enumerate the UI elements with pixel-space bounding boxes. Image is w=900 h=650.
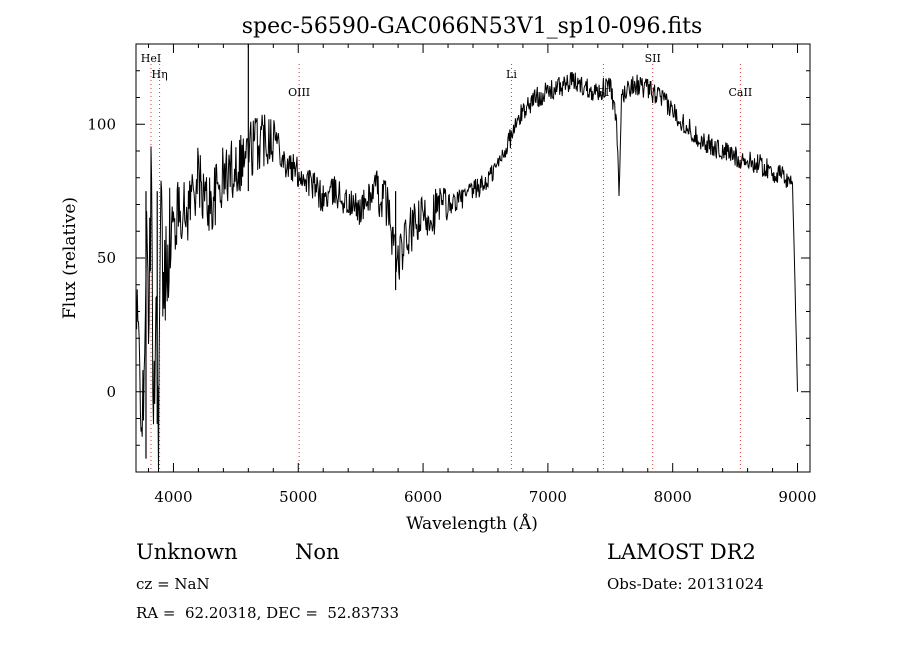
x-tick-label-8000: 8000 (654, 488, 692, 506)
spectral-line-label-Hη: Hη (151, 68, 167, 81)
spectrum-line (135, 71, 798, 473)
x-tick-label-5000: 5000 (279, 488, 317, 506)
x-axis-ticks: 4000 5000 6000 7000 8000 9000 (147, 44, 817, 506)
x-tick-label-6000: 6000 (404, 488, 442, 506)
plot-frame (135, 43, 811, 473)
spectral-line-label-SII: SII (645, 52, 661, 65)
spectral-line-label-OIII: OIII (288, 86, 310, 99)
object-subclass: Non (295, 540, 340, 564)
x-axis-label: Wavelength (Å) (406, 513, 538, 534)
redshift-cz: cz = NaN (136, 575, 210, 593)
x-tick-label-7000: 7000 (529, 488, 567, 506)
object-class: Unknown (136, 540, 238, 564)
spectral-line-label-HeI: HeI (141, 52, 161, 65)
chart-title: spec-56590-GAC066N53V1_sp10-096.fits (242, 14, 703, 39)
coordinates: RA = 62.20318, DEC = 52.83733 (136, 604, 400, 622)
y-axis-ticks: 0 50 100 (87, 70, 810, 446)
survey-name: LAMOST DR2 (607, 540, 756, 564)
spectral-line-label-Li: Li (506, 68, 517, 81)
spectrum-spikes (145, 44, 397, 459)
x-tick-label-9000: 9000 (778, 488, 816, 506)
observation-date: Obs-Date: 20131024 (607, 575, 764, 593)
x-tick-label-4000: 4000 (154, 488, 192, 506)
y-tick-label-50: 50 (97, 249, 116, 267)
y-tick-label-0: 0 (106, 383, 116, 401)
spectral-line-label-CaII: CaII (729, 86, 753, 99)
y-axis-label: Flux (relative) (60, 197, 80, 319)
y-tick-label-100: 100 (87, 115, 116, 133)
